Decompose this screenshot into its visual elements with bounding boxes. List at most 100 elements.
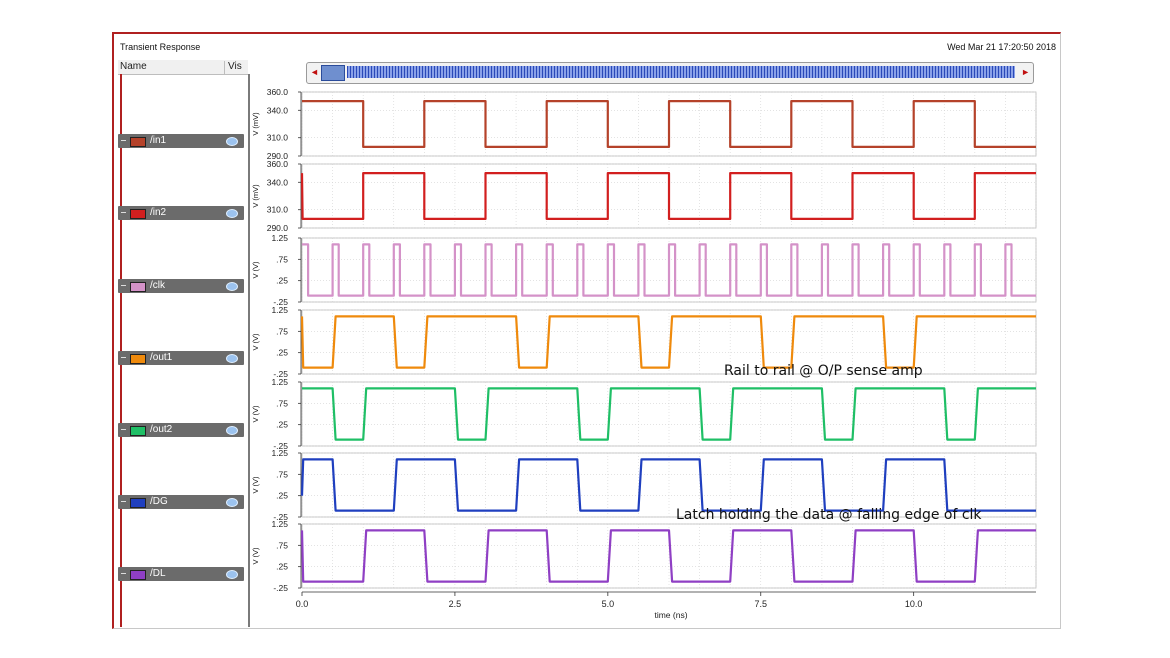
series-line-in1 [302, 100, 1036, 148]
panel-DG: 1.25 .75 .25 -.25 V (V) [251, 448, 1037, 522]
signal-name: /clk [150, 280, 165, 291]
y-axis-label: V (V) [251, 405, 260, 423]
y-tick-label: 310.0 [267, 205, 289, 215]
visibility-eye-icon[interactable] [226, 354, 238, 363]
y-tick-label: 1.25 [271, 519, 288, 529]
series-line-in2 [300, 172, 1036, 220]
signal-name: /DL [150, 568, 166, 579]
signal-name: /out2 [150, 424, 173, 435]
signal-name: /DG [150, 496, 168, 507]
y-axis-label: V (mV) [251, 112, 260, 136]
visibility-eye-icon[interactable] [226, 426, 238, 435]
scroll-left-icon[interactable]: ◄ [310, 67, 319, 77]
signal-name: /in1 [150, 135, 167, 146]
visibility-eye-icon[interactable] [226, 209, 238, 218]
signal-row-out1[interactable]: /out1 [118, 351, 244, 365]
y-tick-label: 1.25 [271, 305, 288, 315]
y-axis-label: V (V) [251, 261, 260, 279]
signal-row-out2[interactable]: /out2 [118, 423, 244, 437]
signal-name: /in2 [150, 207, 167, 218]
x-axis: 0.0 2.5 5.0 7.5 10.0 time (ns) [296, 591, 1036, 620]
timestamp: Wed Mar 21 17:20:50 2018 [947, 42, 1056, 52]
color-swatch [130, 209, 146, 219]
name-column-header[interactable]: Name [120, 61, 147, 72]
signal-row-in2[interactable]: /in2 [118, 206, 244, 220]
y-tick-label: .25 [276, 348, 288, 358]
y-tick-label: -.25 [273, 441, 288, 451]
panel-in1: 360.0 340.0 310.0 290.0 V (mV) [251, 87, 1037, 161]
y-tick-label: 360.0 [267, 87, 289, 97]
panel-frame [301, 381, 1037, 447]
y-axis-label: V (V) [251, 547, 260, 565]
tree-dash-icon [121, 357, 126, 358]
color-swatch [130, 354, 146, 364]
panel-out1: 1.25 .75 .25 -.25 V (V) [251, 305, 1037, 379]
y-tick-label: -.25 [273, 583, 288, 593]
signal-row-clk[interactable]: /clk [118, 279, 244, 293]
visibility-eye-icon[interactable] [226, 498, 238, 507]
annotation-latch: Latch holding the data @ falling edge of… [676, 507, 982, 523]
y-tick-label: 1.25 [271, 233, 288, 243]
color-swatch [130, 282, 146, 292]
y-tick-label: .25 [276, 562, 288, 572]
y-tick-label: 360.0 [267, 159, 289, 169]
signal-row-in1[interactable]: /in1 [118, 134, 244, 148]
tree-dash-icon [121, 285, 126, 286]
tree-dash-icon [121, 573, 126, 574]
color-swatch [130, 570, 146, 580]
tree-dash-icon [121, 429, 126, 430]
visibility-eye-icon[interactable] [226, 282, 238, 291]
signal-row-DG[interactable]: /DG [118, 495, 244, 509]
signal-list-header: Name Vis [118, 60, 248, 75]
time-scrollbar[interactable]: ◄ ► [306, 62, 1034, 84]
visibility-eye-icon[interactable] [226, 570, 238, 579]
y-tick-label: 340.0 [267, 177, 289, 187]
panel-clk: 1.25 .75 .25 -.25 V (V) [251, 233, 1037, 307]
y-tick-label: 310.0 [267, 133, 289, 143]
panel-out2: 1.25 .75 .25 -.25 V (V) [251, 377, 1037, 451]
y-tick-label: 1.25 [271, 448, 288, 458]
y-axis-label: V (V) [251, 476, 260, 494]
y-tick-label: .75 [276, 326, 288, 336]
visibility-eye-icon[interactable] [226, 137, 238, 146]
tree-dash-icon [121, 140, 126, 141]
signal-list: /in1/in2/clk/out1/out2/DG/DL [118, 74, 250, 627]
series-line-out1 [300, 315, 1036, 369]
y-tick-label: .75 [276, 469, 288, 479]
annotation-rail: Rail to rail @ O/P sense amp [724, 363, 923, 379]
scroll-thumb[interactable] [321, 65, 345, 81]
signal-name: /out1 [150, 352, 173, 363]
y-tick-label: -.25 [273, 297, 288, 307]
panel-frame [301, 452, 1037, 518]
panel-in2: 360.0 340.0 310.0 290.0 V (mV) [251, 159, 1037, 233]
y-tick-label: .75 [276, 540, 288, 550]
x-tick-label: 7.5 [754, 599, 767, 609]
vis-column-header[interactable]: Vis [224, 61, 242, 74]
y-tick-label: .25 [276, 420, 288, 430]
y-axis-label: V (mV) [251, 184, 260, 208]
tree-dash-icon [121, 501, 126, 502]
y-tick-label: .75 [276, 254, 288, 264]
color-swatch [130, 426, 146, 436]
tree-dash-icon [121, 212, 126, 213]
series-line-out2 [302, 387, 1036, 441]
series-line-clk [302, 243, 1036, 297]
y-tick-label: -.25 [273, 512, 288, 522]
y-tick-label: .75 [276, 398, 288, 408]
y-axis-label: V (V) [251, 333, 260, 351]
scroll-track[interactable] [347, 66, 1015, 78]
x-axis-label: time (ns) [654, 610, 687, 620]
y-tick-label: 290.0 [267, 223, 289, 233]
series-line-DG [300, 458, 1036, 512]
x-tick-label: 5.0 [602, 599, 615, 609]
x-tick-label: 10.0 [905, 599, 923, 609]
y-tick-label: -.25 [273, 369, 288, 379]
signal-row-DL[interactable]: /DL [118, 567, 244, 581]
color-swatch [130, 137, 146, 147]
panel-DL: 1.25 .75 .25 -.25 V (V) [251, 519, 1037, 593]
y-tick-label: 1.25 [271, 377, 288, 387]
color-swatch [130, 498, 146, 508]
scroll-right-icon[interactable]: ► [1021, 67, 1030, 77]
x-tick-label: 0.0 [296, 599, 309, 609]
